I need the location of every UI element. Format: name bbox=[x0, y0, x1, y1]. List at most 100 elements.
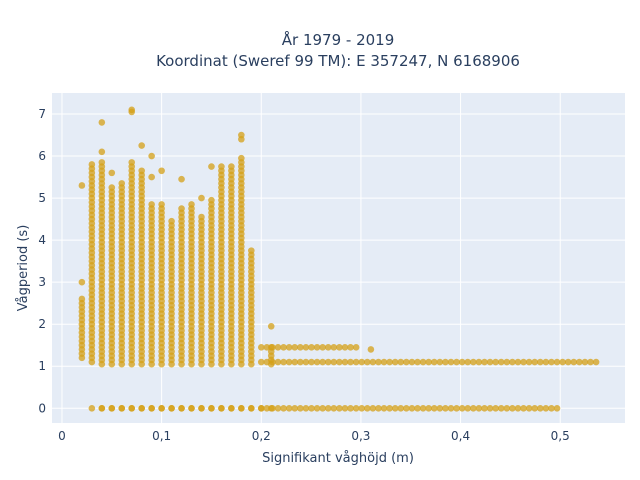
chart-title-line-1: År 1979 - 2019 bbox=[282, 30, 395, 49]
data-point bbox=[408, 404, 416, 412]
data-point bbox=[509, 404, 516, 412]
data-point bbox=[497, 358, 505, 366]
data-point bbox=[308, 344, 315, 351]
data-point bbox=[330, 358, 338, 366]
data-point bbox=[98, 159, 106, 166]
data-point bbox=[536, 358, 544, 366]
data-point bbox=[369, 404, 377, 412]
data-point bbox=[257, 404, 265, 412]
data-point bbox=[257, 344, 265, 351]
data-point bbox=[263, 404, 271, 412]
y-tick-label: 6 bbox=[38, 149, 46, 163]
data-point bbox=[313, 344, 321, 351]
data-point bbox=[363, 404, 371, 412]
data-point bbox=[148, 173, 155, 181]
data-point bbox=[148, 201, 155, 208]
data-point bbox=[269, 404, 276, 412]
data-point bbox=[397, 404, 405, 412]
data-point bbox=[375, 358, 382, 366]
data-point bbox=[570, 358, 578, 366]
data-point bbox=[391, 404, 399, 412]
data-point bbox=[442, 358, 449, 366]
data-point bbox=[178, 205, 185, 212]
data-point bbox=[453, 404, 460, 412]
data-point bbox=[486, 404, 494, 412]
x-tick-label: 0,4 bbox=[451, 429, 470, 443]
data-point bbox=[414, 404, 421, 412]
data-point bbox=[188, 404, 195, 412]
data-point bbox=[302, 344, 310, 351]
chart-title-line-2: Koordinat (Sweref 99 TM): E 357247, N 61… bbox=[156, 52, 520, 70]
data-point bbox=[313, 404, 321, 412]
data-point bbox=[291, 344, 299, 351]
x-tick-label: 0,2 bbox=[252, 429, 271, 443]
data-point bbox=[238, 131, 245, 139]
data-point bbox=[414, 358, 421, 366]
data-point bbox=[138, 167, 145, 175]
data-point bbox=[263, 358, 271, 366]
data-point bbox=[198, 194, 205, 202]
data-point bbox=[520, 358, 527, 366]
data-point bbox=[158, 201, 165, 208]
data-point bbox=[458, 404, 466, 412]
data-point bbox=[319, 344, 326, 351]
data-point bbox=[285, 344, 293, 351]
data-point bbox=[118, 180, 126, 187]
data-point bbox=[520, 404, 527, 412]
data-point bbox=[274, 358, 282, 366]
data-point bbox=[78, 295, 86, 303]
data-point bbox=[128, 159, 136, 166]
data-point bbox=[238, 154, 245, 162]
data-point bbox=[208, 404, 215, 412]
data-point bbox=[447, 358, 455, 366]
data-point bbox=[308, 358, 315, 366]
data-point bbox=[358, 358, 366, 366]
data-point bbox=[218, 163, 225, 170]
data-point bbox=[464, 358, 472, 366]
data-point bbox=[280, 404, 287, 412]
data-point bbox=[403, 358, 410, 366]
data-point bbox=[208, 196, 215, 204]
data-point bbox=[352, 344, 360, 351]
data-point bbox=[280, 358, 287, 366]
data-point bbox=[581, 358, 589, 366]
data-point bbox=[98, 119, 106, 126]
data-point bbox=[302, 404, 310, 412]
data-point bbox=[363, 358, 371, 366]
data-point bbox=[553, 404, 561, 412]
data-point bbox=[492, 404, 499, 412]
data-point bbox=[228, 163, 235, 170]
data-point bbox=[358, 404, 366, 412]
data-point bbox=[336, 344, 343, 351]
data-point bbox=[336, 358, 343, 366]
data-point bbox=[531, 358, 539, 366]
data-point bbox=[158, 404, 165, 412]
data-point bbox=[492, 358, 499, 366]
data-point bbox=[514, 358, 522, 366]
data-point bbox=[238, 404, 245, 412]
data-point bbox=[168, 217, 175, 225]
data-point bbox=[297, 358, 304, 366]
data-point bbox=[464, 404, 472, 412]
data-point bbox=[218, 404, 225, 412]
data-point bbox=[352, 358, 360, 366]
data-point bbox=[158, 167, 165, 175]
data-point bbox=[453, 358, 460, 366]
data-point bbox=[442, 404, 449, 412]
data-point bbox=[375, 404, 382, 412]
data-point bbox=[536, 404, 544, 412]
data-point bbox=[576, 358, 583, 366]
data-point bbox=[148, 404, 155, 412]
data-point bbox=[559, 358, 566, 366]
data-point bbox=[324, 404, 332, 412]
data-point bbox=[208, 163, 215, 170]
data-point bbox=[391, 358, 399, 366]
data-point bbox=[336, 404, 343, 412]
data-point bbox=[548, 404, 555, 412]
data-point bbox=[108, 184, 116, 191]
grid-lines bbox=[52, 93, 625, 423]
data-point bbox=[419, 404, 427, 412]
data-point bbox=[542, 358, 550, 366]
data-point bbox=[269, 344, 276, 351]
